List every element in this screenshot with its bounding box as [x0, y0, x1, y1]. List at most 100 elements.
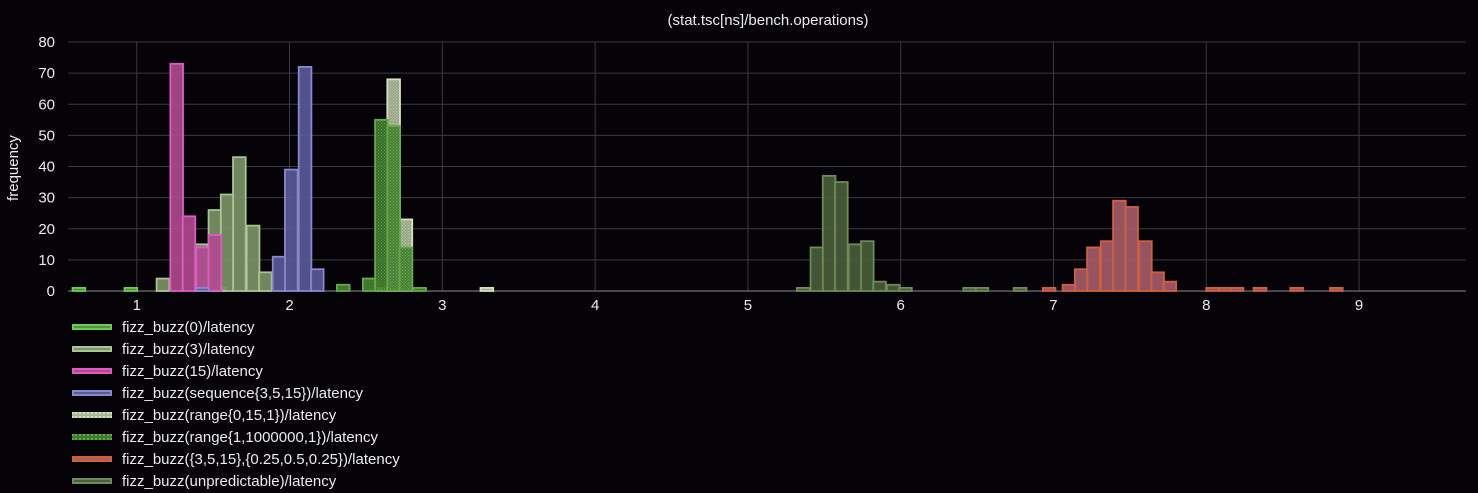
legend-item: fizz_buzz(range{0,15,1})/latency — [72, 404, 400, 426]
histogram-bar — [297, 66, 313, 292]
y-tick-label: 60 — [38, 96, 55, 113]
x-tick-label: 5 — [744, 297, 752, 314]
histogram-bar — [872, 280, 887, 292]
legend-item: fizz_buzz(0)/latency — [72, 316, 400, 338]
histogram-bar — [361, 277, 377, 292]
histogram-bar — [169, 62, 184, 292]
histogram-bar — [181, 215, 197, 292]
legend: fizz_buzz(0)/latency fizz_buzz(3)/latency… — [72, 316, 400, 492]
histogram-bar — [847, 243, 863, 292]
legend-swatch — [72, 478, 112, 484]
legend-item: fizz_buzz(unpredictable)/latency — [72, 470, 400, 492]
histogram-chart: (stat.tsc[ns]/bench.operations) frequenc… — [5, 12, 1466, 314]
histogram-bar — [834, 181, 849, 292]
histogram-bar — [809, 246, 825, 292]
legend-swatch — [72, 390, 112, 396]
histogram-bar — [71, 286, 87, 292]
x-tick-label: 1 — [133, 297, 141, 314]
histogram-bar — [479, 286, 495, 292]
series-bars — [1041, 199, 1344, 292]
legend-swatch — [72, 456, 112, 462]
x-tick-label: 9 — [1355, 297, 1363, 314]
histogram-bar — [155, 277, 171, 292]
legend-label: fizz_buzz({3,5,15},{0.25,0.5,0.25})/late… — [122, 450, 400, 468]
histogram-bar — [123, 286, 139, 292]
histogram-bar — [195, 286, 210, 292]
y-tick-label: 20 — [38, 221, 55, 238]
y-tick-label: 10 — [38, 252, 55, 269]
legend-swatch — [72, 346, 112, 352]
legend-label: fizz_buzz(range{1,1000000,1})/latency — [122, 428, 379, 446]
legend-item: fizz_buzz(15)/latency — [72, 360, 400, 382]
histogram-bar — [1041, 286, 1057, 292]
histogram-bar — [1205, 286, 1220, 292]
histogram-bar — [1073, 268, 1089, 292]
y-tick-label: 50 — [38, 127, 55, 144]
x-tick-label: 2 — [285, 297, 293, 314]
axis-ticks: 0 10 20 30 40 50 60 70 80 1 2 3 4 5 6 7 8 9 — [38, 34, 1363, 314]
histogram-bar — [886, 283, 901, 292]
legend-item: fizz_buzz(3)/latency — [72, 338, 400, 360]
histogram-bar — [1150, 271, 1165, 292]
histogram-bar — [1099, 240, 1115, 292]
legend-label: fizz_buzz(0)/latency — [122, 318, 255, 336]
series-bars — [169, 62, 223, 292]
histogram-bar — [232, 156, 247, 292]
histogram-bar — [219, 193, 235, 292]
legend-swatch — [72, 368, 112, 374]
y-axis-label: frequency — [5, 135, 22, 201]
histogram-bar — [795, 286, 811, 292]
histogram-bar — [398, 246, 414, 292]
histogram-bar — [195, 246, 210, 292]
histogram-bar — [310, 268, 325, 292]
histogram-bar — [1086, 246, 1101, 292]
legend-item: fizz_buzz({3,5,15},{0.25,0.5,0.25})/late… — [72, 448, 400, 470]
x-tick-label: 4 — [591, 297, 599, 314]
y-tick-label: 70 — [38, 65, 55, 82]
histogram-bar — [1329, 286, 1344, 292]
histogram-bar — [271, 255, 287, 292]
histogram-bar — [1229, 286, 1245, 292]
histogram-bar — [974, 286, 990, 292]
legend-swatch — [72, 324, 112, 330]
x-tick-label: 7 — [1049, 297, 1057, 314]
legend-item: fizz_buzz(sequence{3,5,15})/latency — [72, 382, 400, 404]
histogram-bar — [898, 286, 913, 292]
histogram-bar — [1112, 199, 1127, 292]
legend-swatch — [72, 412, 112, 418]
series-bars — [795, 174, 1028, 292]
y-tick-label: 80 — [38, 34, 55, 51]
y-tick-label: 40 — [38, 159, 55, 176]
histogram-bar — [207, 234, 223, 292]
histogram-bar — [1124, 206, 1139, 292]
histogram-bar — [1289, 286, 1304, 292]
histogram-bar — [1138, 240, 1153, 292]
histogram-bar — [258, 271, 273, 292]
histogram-bar — [336, 283, 351, 292]
histogram-bar — [412, 286, 427, 292]
histogram-bar — [1162, 280, 1178, 292]
histogram-bar — [374, 118, 389, 292]
histogram-bar — [245, 224, 261, 292]
bars — [71, 62, 1344, 292]
y-tick-label: 0 — [47, 283, 55, 300]
histogram-bar — [1252, 286, 1268, 292]
legend-item: fizz_buzz(range{1,1000000,1})/latency — [72, 426, 400, 448]
histogram-bar — [386, 125, 401, 292]
histogram-bar — [821, 174, 837, 292]
legend-label: fizz_buzz(15)/latency — [122, 362, 263, 380]
legend-label: fizz_buzz(3)/latency — [122, 340, 255, 358]
histogram-bar — [1061, 283, 1077, 292]
legend-label: fizz_buzz(sequence{3,5,15})/latency — [122, 384, 363, 402]
x-tick-label: 6 — [897, 297, 905, 314]
histogram-bar — [1217, 286, 1233, 292]
y-tick-label: 30 — [38, 190, 55, 207]
histogram-bar — [284, 168, 299, 292]
histogram-bar — [962, 286, 977, 292]
legend-swatch — [72, 434, 112, 440]
grid — [68, 41, 1466, 292]
x-tick-label: 8 — [1202, 297, 1210, 314]
histogram-bar — [1012, 286, 1028, 292]
series-bars — [195, 66, 325, 292]
series-bars — [336, 118, 427, 292]
